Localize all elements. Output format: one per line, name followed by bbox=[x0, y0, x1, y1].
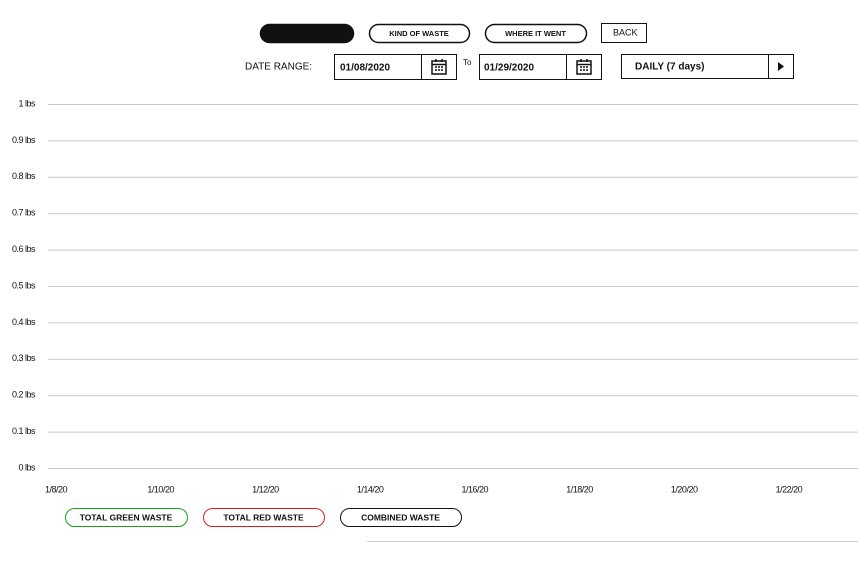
y-tick-label: 0.2 lbs bbox=[12, 390, 36, 400]
tab[interactable] bbox=[259, 23, 355, 44]
calendar-icon[interactable] bbox=[431, 59, 447, 75]
y-tick-label: 0.8 lbs bbox=[12, 171, 36, 181]
to-label: To bbox=[463, 58, 472, 67]
tab-label: WHERE IT WENT bbox=[505, 29, 566, 38]
calendar-icon[interactable] bbox=[576, 59, 592, 75]
y-tick-label: 0.9 lbs bbox=[12, 135, 36, 145]
period-select[interactable] bbox=[621, 54, 794, 79]
x-tick-label: 1/22/20 bbox=[776, 484, 803, 494]
y-tick-label: 0.3 lbs bbox=[12, 353, 36, 363]
dropdown-arrow[interactable] bbox=[778, 62, 784, 71]
back-button[interactable] bbox=[601, 23, 647, 43]
x-tick-label: 1/10/20 bbox=[147, 484, 174, 494]
y-tick-label: 0.7 lbs bbox=[12, 208, 36, 218]
legend-label: TOTAL GREEN WASTE bbox=[80, 512, 173, 522]
y-tick-label: 0.5 lbs bbox=[12, 280, 36, 290]
legend-label: TOTAL RED WASTE bbox=[223, 512, 304, 522]
legend-label: COMBINED WASTE bbox=[361, 512, 440, 522]
back-label: BACK bbox=[613, 27, 638, 37]
y-tick-label: 0.1 lbs bbox=[12, 426, 36, 436]
tab-label: KIND OF WASTE bbox=[389, 29, 449, 38]
x-tick-label: 1/20/20 bbox=[671, 484, 698, 494]
y-tick-label: 0 lbs bbox=[18, 462, 36, 472]
y-tick-label: 0.4 lbs bbox=[12, 317, 36, 327]
x-tick-label: 1/16/20 bbox=[462, 484, 489, 494]
x-tick-label: 1/8/20 bbox=[45, 484, 68, 494]
tab[interactable] bbox=[484, 23, 588, 44]
legend-button[interactable] bbox=[203, 508, 325, 527]
x-tick-label: 1/14/20 bbox=[357, 484, 384, 494]
y-tick-label: 1 lbs bbox=[18, 98, 36, 108]
legend-button[interactable] bbox=[65, 508, 188, 527]
to-date: 01/29/2020 bbox=[484, 63, 534, 74]
tab[interactable] bbox=[368, 23, 471, 44]
x-tick-label: 1/18/20 bbox=[566, 484, 593, 494]
date-range-label: DATE RANGE: bbox=[245, 62, 312, 73]
x-tick-label: 1/12/20 bbox=[252, 484, 279, 494]
tab-label: TOTAL WASTE bbox=[280, 29, 333, 38]
y-tick-label: 0.6 lbs bbox=[12, 244, 36, 254]
legend-button[interactable] bbox=[340, 508, 462, 527]
from-date: 01/08/2020 bbox=[340, 63, 390, 74]
period: DAILY (7 days) bbox=[635, 62, 704, 73]
